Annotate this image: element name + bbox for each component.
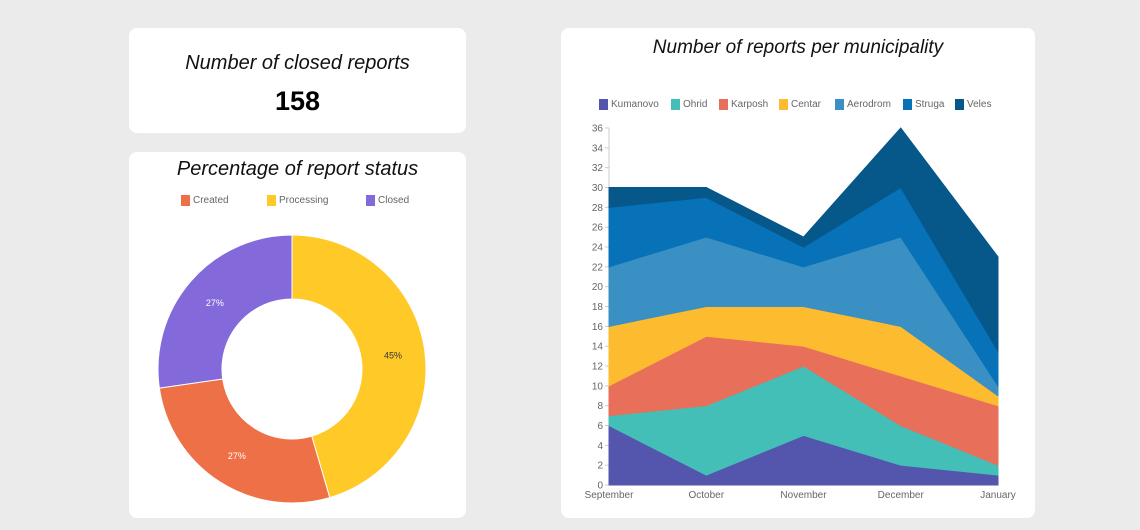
slice-value-label: 27%: [206, 298, 224, 308]
closed-reports-count: 158: [274, 86, 321, 116]
legend-label: Struga: [915, 99, 945, 110]
y-tick-label: 30: [592, 183, 604, 194]
legend-item-closed[interactable]: Closed: [366, 195, 409, 206]
legend-swatch: [779, 99, 788, 110]
stacked-area-chart: 024681012141618202224262830323436Septemb…: [585, 124, 1016, 502]
legend-item-created[interactable]: Created: [181, 195, 229, 206]
legend-item-ohrid[interactable]: Ohrid: [671, 99, 707, 110]
legend-swatch: [719, 99, 728, 110]
doughnut-slice-closed[interactable]: [157, 234, 293, 389]
legend-swatch: [599, 99, 608, 110]
legend-swatch: [267, 195, 276, 206]
legend-swatch: [903, 99, 912, 110]
y-tick-label: 14: [592, 342, 604, 353]
report-status-title: Percentage of report status: [176, 158, 419, 180]
legend-item-processing[interactable]: Processing: [267, 195, 328, 206]
y-tick-label: 34: [592, 143, 604, 154]
y-tick-label: 4: [597, 441, 603, 452]
doughnut-slice-processing[interactable]: [291, 234, 427, 499]
x-tick-label: September: [585, 490, 635, 501]
y-tick-label: 24: [592, 243, 604, 254]
x-tick-label: October: [688, 490, 724, 501]
doughnut-slice-created[interactable]: [158, 378, 331, 504]
legend-item-struga[interactable]: Struga: [903, 99, 944, 110]
y-tick-label: 8: [597, 401, 603, 412]
legend-label: Created: [193, 195, 229, 206]
y-tick-label: 16: [592, 322, 604, 333]
legend-label: Closed: [378, 195, 410, 206]
y-tick-label: 36: [592, 124, 604, 135]
y-tick-label: 26: [592, 223, 604, 234]
report-status-card: Percentage of report status Created Proce…: [129, 152, 466, 518]
legend-swatch: [181, 195, 190, 206]
legend-label: Ohrid: [683, 99, 708, 110]
legend-item-centar[interactable]: Centar: [779, 99, 821, 110]
legend-item-kumanovo[interactable]: Kumanovo: [599, 99, 659, 110]
legend-label: Karposh: [731, 99, 769, 110]
x-tick-label: January: [980, 490, 1016, 501]
closed-reports-card: Number of closed reports 158: [129, 28, 466, 133]
legend-label: Kumanovo: [611, 99, 659, 110]
legend-swatch: [835, 99, 844, 110]
y-tick-label: 2: [597, 461, 603, 472]
legend-item-aerodrom[interactable]: Aerodrom: [835, 99, 891, 110]
y-tick-label: 12: [592, 362, 604, 373]
y-tick-label: 22: [592, 262, 604, 273]
x-tick-label: December: [878, 490, 925, 501]
legend-label: Centar: [791, 99, 822, 110]
y-tick-label: 18: [592, 302, 604, 313]
slice-value-label: 27%: [228, 451, 246, 461]
legend-swatch: [366, 195, 375, 206]
y-tick-label: 28: [592, 203, 604, 214]
area-series-veles[interactable]: [608, 127, 999, 353]
legend-label: Processing: [279, 195, 329, 206]
legend-item-veles[interactable]: Veles: [955, 99, 991, 110]
y-tick-label: 32: [592, 163, 604, 174]
x-tick-label: November: [780, 490, 827, 501]
closed-reports-title: Number of closed reports: [185, 52, 410, 74]
municipality-chart-title: Number of reports per municipality: [652, 37, 944, 58]
y-tick-label: 6: [597, 421, 603, 432]
y-tick-label: 10: [592, 381, 604, 392]
legend-item-karposh[interactable]: Karposh: [719, 99, 768, 110]
slice-value-label: 45%: [384, 350, 402, 360]
legend-label: Veles: [967, 99, 992, 110]
municipality-card: Number of reports per municipality Kuman…: [561, 28, 1035, 518]
legend-swatch: [955, 99, 964, 110]
legend-label: Aerodrom: [847, 99, 891, 110]
y-tick-label: 20: [592, 282, 604, 293]
legend-swatch: [671, 99, 680, 110]
y-tick-label: 0: [597, 481, 603, 492]
doughnut-chart: 45% 27% 27%: [157, 234, 427, 504]
